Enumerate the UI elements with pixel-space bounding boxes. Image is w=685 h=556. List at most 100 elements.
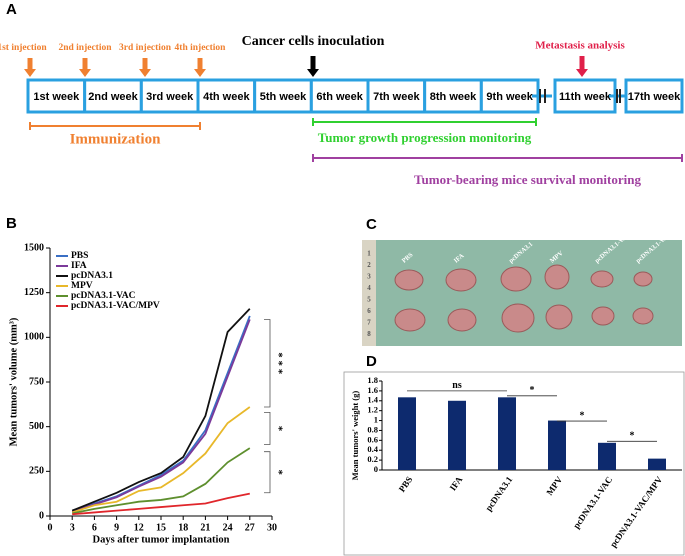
x-tick-label: pcDNA3.1-VAC xyxy=(571,475,614,531)
inoculation-label: Cancer cells inoculation xyxy=(242,34,385,49)
x-tick-label: PBS xyxy=(397,475,415,494)
bar xyxy=(598,442,616,470)
week-label: 7th week xyxy=(373,91,420,103)
y-tick-label: 0.2 xyxy=(367,454,378,464)
metastasis-label: Metastasis analysis xyxy=(535,40,625,52)
arrow-head xyxy=(194,69,206,77)
week-label: 8th week xyxy=(430,91,477,103)
ruler-number: 6 xyxy=(367,307,371,315)
x-tick-label: 30 xyxy=(267,522,277,533)
week-box xyxy=(196,78,257,114)
week-label: 1st week xyxy=(33,91,80,103)
x-tick-label: 6 xyxy=(92,522,97,533)
bar xyxy=(648,458,666,470)
injection-label: 3rd injection xyxy=(119,43,172,53)
ruler-number: 4 xyxy=(367,284,371,292)
legend-label: PBS xyxy=(71,251,88,261)
panel-label: B xyxy=(6,215,17,232)
week-label: 5th week xyxy=(260,91,307,103)
week-label: 17th week xyxy=(628,91,681,103)
phase-label: Tumor growth progression monitoring xyxy=(318,130,532,145)
series-line xyxy=(72,447,251,515)
arrow-head xyxy=(24,69,36,77)
significance-label: * xyxy=(272,469,284,475)
arrow-head xyxy=(139,69,151,77)
y-tick-label: 750 xyxy=(29,376,44,387)
week-label: 2nd week xyxy=(88,91,138,103)
x-tick-label: MPV xyxy=(544,474,564,497)
y-tick-label: 500 xyxy=(29,421,44,432)
bar xyxy=(498,397,516,470)
y-tick-label: 1.8 xyxy=(367,375,378,385)
y-tick-label: 1.4 xyxy=(367,395,378,405)
legend-label: MPV xyxy=(71,281,93,291)
week-box xyxy=(479,78,540,114)
x-tick-label: 18 xyxy=(178,522,188,533)
x-tick-label: 27 xyxy=(245,522,255,533)
ruler-number: 3 xyxy=(367,273,371,281)
ruler xyxy=(362,240,376,346)
significance-label: ns xyxy=(452,380,462,391)
y-tick-label: 0.8 xyxy=(367,424,378,434)
significance-label: * xyxy=(530,385,535,396)
chart-frame xyxy=(343,371,685,556)
ruler-number: 2 xyxy=(367,261,371,269)
week-label: 3rd week xyxy=(146,91,194,103)
x-tick-label: 12 xyxy=(134,522,144,533)
series-line xyxy=(71,406,251,514)
significance-bracket xyxy=(264,319,271,408)
significance-bracket xyxy=(264,451,271,494)
panel-label: D xyxy=(366,353,377,370)
ruler-number: 8 xyxy=(367,330,371,338)
week-box xyxy=(624,78,684,114)
bar xyxy=(448,400,466,470)
week-label: 11th week xyxy=(559,91,612,103)
week-box xyxy=(309,78,370,114)
tumors xyxy=(394,264,654,333)
y-tick-label: 1250 xyxy=(24,287,44,298)
x-tick-label: 24 xyxy=(223,522,233,533)
x-tick-label: pcDNA3.1-VAC/MPV xyxy=(608,474,665,549)
y-tick-label: 0 xyxy=(39,510,44,521)
y-axis-title: Mean tumors' volume (mm³) xyxy=(8,317,19,446)
week-box xyxy=(83,78,143,114)
week-box xyxy=(139,78,200,114)
x-tick-label: pcDNA3.1 xyxy=(483,474,514,513)
week-box xyxy=(253,78,313,114)
injection-label: 2nd injection xyxy=(58,43,112,53)
x-tick-label: 9 xyxy=(114,522,119,533)
ruler-number: 7 xyxy=(367,319,371,327)
x-tick-label: IFA xyxy=(448,474,465,492)
legend-label: IFA xyxy=(71,261,87,271)
injection-label: 4th injection xyxy=(175,43,227,53)
significance-bracket xyxy=(264,411,271,445)
x-axis-title: Days after tumor implantation xyxy=(93,534,230,545)
legend-label: pcDNA3.1-VAC xyxy=(71,291,136,301)
arrow-head xyxy=(79,69,91,77)
week-label: 6th week xyxy=(316,91,363,103)
panel-label: A xyxy=(6,1,17,18)
series-line xyxy=(71,308,251,512)
y-tick-label: 1.6 xyxy=(367,385,378,395)
x-tick-label: 3 xyxy=(70,522,75,533)
phase-label: Immunization xyxy=(70,131,162,147)
series-line xyxy=(71,315,251,512)
y-tick-label: 250 xyxy=(29,466,44,477)
week-box xyxy=(26,78,87,114)
significance-label: * xyxy=(580,410,585,421)
y-axis-title: Mean tumors' weight (g) xyxy=(350,391,360,481)
y-tick-label: 1500 xyxy=(24,242,44,253)
week-label: 9th week xyxy=(486,91,533,103)
x-tick-label: 0 xyxy=(48,522,53,533)
y-tick-label: 1.2 xyxy=(367,405,378,415)
phase-label: Tumor-bearing mice survival monitoring xyxy=(414,172,641,187)
panel-label: C xyxy=(366,216,377,233)
y-tick-label: 1000 xyxy=(24,332,44,343)
legend-label: pcDNA3.1-VAC/MPV xyxy=(71,301,160,311)
significance-label: * * * xyxy=(272,352,284,375)
ruler-number: 1 xyxy=(367,250,371,258)
significance-label: * xyxy=(272,426,284,432)
y-tick-label: 0 xyxy=(374,464,378,474)
y-tick-label: 0.6 xyxy=(367,434,378,444)
series-line xyxy=(71,319,251,513)
